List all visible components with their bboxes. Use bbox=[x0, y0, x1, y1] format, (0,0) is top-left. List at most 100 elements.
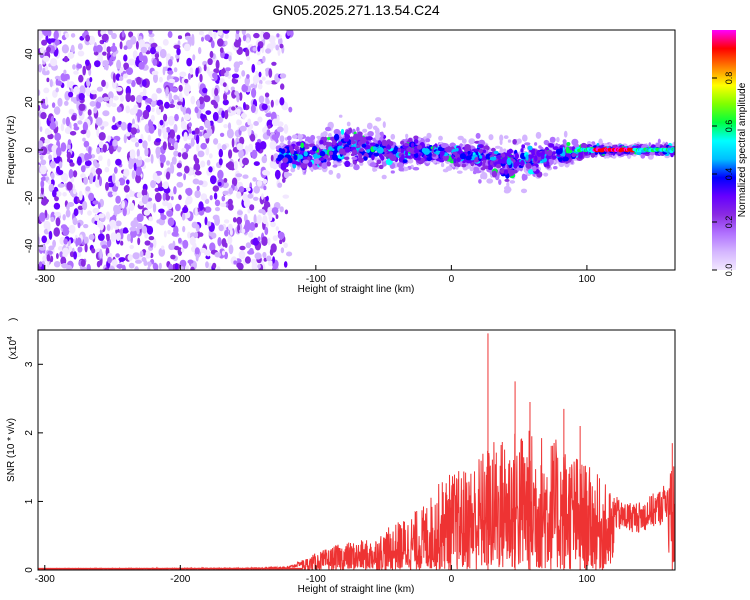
spectrogram-cell bbox=[58, 161, 63, 169]
spectrogram-cell bbox=[101, 33, 109, 42]
spectrogram-cell bbox=[168, 104, 176, 108]
spectrogram-cell bbox=[78, 103, 86, 111]
spectrogram-cell bbox=[43, 87, 50, 94]
spectrogram-cell bbox=[67, 51, 75, 59]
spectrogram-cell bbox=[204, 206, 212, 213]
spectrogram-cell bbox=[85, 59, 90, 66]
spectrogram-cell bbox=[181, 152, 189, 160]
figure-title: GN05.2025.271.13.54.C24 bbox=[272, 2, 440, 18]
spectrogram-cell bbox=[38, 30, 43, 39]
spectrogram-cell bbox=[221, 110, 225, 119]
spectrogram-cell bbox=[115, 205, 121, 215]
spectrogram-cell bbox=[113, 166, 118, 174]
spectrogram-cell bbox=[552, 151, 556, 155]
spectrogram-cell bbox=[351, 156, 358, 160]
spectrogram-cell bbox=[222, 99, 229, 106]
spectrogram-cell bbox=[489, 156, 497, 161]
spectrogram-cell bbox=[521, 144, 525, 149]
spectrogram-cell bbox=[502, 148, 507, 153]
spectrogram-cell bbox=[297, 154, 304, 160]
spectrogram-cell bbox=[174, 263, 179, 270]
spectrogram-cell bbox=[195, 206, 198, 217]
spectrogram-cell bbox=[353, 164, 360, 171]
spectrogram-cell bbox=[279, 43, 284, 49]
spectrogram-cell bbox=[282, 157, 289, 163]
spectrogram-cell bbox=[280, 247, 285, 254]
spectrogram-cell bbox=[167, 202, 173, 210]
spectrogram-cell bbox=[129, 191, 136, 197]
spectrogram-cell bbox=[318, 157, 325, 161]
spectrogram-cell bbox=[83, 140, 90, 148]
colorbar: 0.0 0.2 0.4 0.6 0.8 Normalized spectral ampl… bbox=[712, 30, 748, 276]
spectrogram-cell bbox=[40, 155, 44, 161]
spectrogram-cell bbox=[323, 136, 327, 142]
spectrogram-cell bbox=[116, 263, 124, 269]
spectrogram-cell bbox=[53, 107, 58, 114]
spectrogram-cell bbox=[276, 126, 284, 133]
spectrogram-cell bbox=[168, 92, 173, 103]
spectrogram-cell bbox=[167, 115, 175, 126]
spectrogram-cell bbox=[410, 142, 415, 148]
spectrogram-cell bbox=[116, 59, 122, 70]
spectrogram-cell bbox=[88, 146, 92, 156]
spectrogram-cell bbox=[563, 130, 568, 138]
spectrogram-cell bbox=[38, 105, 41, 111]
spectrogram-cell bbox=[484, 165, 489, 169]
spectrogram-cell bbox=[227, 198, 233, 206]
spectrogram-cell bbox=[76, 63, 83, 69]
spectrogram-cell bbox=[416, 144, 422, 150]
spectrogram-cell bbox=[84, 236, 89, 245]
spectrogram-cell bbox=[97, 233, 105, 241]
spectrogram-cell bbox=[468, 138, 476, 145]
spectrogram-cell bbox=[267, 124, 271, 129]
spectrogram-cell bbox=[131, 80, 136, 88]
spectrogram-cell bbox=[71, 114, 77, 121]
spectrogram-cell bbox=[214, 251, 221, 258]
spectrogram-cell bbox=[520, 159, 525, 167]
spectrogram-cell bbox=[158, 208, 165, 214]
spectrogram-cell bbox=[557, 157, 563, 161]
spectrogram-cell bbox=[455, 166, 459, 170]
spectrogram-cell bbox=[62, 247, 70, 256]
spectrogram-cell bbox=[270, 243, 277, 253]
spectrogram-cell bbox=[110, 45, 118, 52]
spectrogram-cell bbox=[376, 159, 382, 164]
spectrogram-cell bbox=[73, 86, 80, 95]
spectrogram-cell bbox=[135, 259, 142, 264]
spectrogram-cell bbox=[217, 38, 224, 47]
spectrogram-cell bbox=[68, 91, 74, 98]
spectrogram-cell bbox=[182, 239, 189, 249]
spectrogram-cell bbox=[38, 63, 43, 73]
spectrogram-cell bbox=[246, 55, 251, 61]
spectrogram-cell bbox=[125, 67, 134, 75]
spectrogram-cell bbox=[248, 143, 254, 153]
spectrogram-cell bbox=[115, 87, 123, 92]
spectrogram-cell bbox=[185, 211, 191, 219]
spectrogram-cell bbox=[147, 266, 151, 270]
spectrogram-cell bbox=[267, 237, 271, 246]
spectrogram-cell bbox=[534, 155, 538, 162]
spectrogram-cell bbox=[404, 150, 409, 157]
spectrogram-cell bbox=[206, 66, 210, 74]
spectrogram-cell bbox=[353, 133, 359, 141]
spectrogram-cell bbox=[252, 177, 257, 182]
spectrogram-cell bbox=[495, 145, 501, 149]
spectrogram-cell bbox=[143, 43, 150, 48]
spectrogram-cell bbox=[482, 159, 486, 164]
spectrogram-cell bbox=[303, 151, 308, 157]
x-tick-label: 100 bbox=[579, 274, 596, 285]
spectrogram-cell bbox=[272, 256, 275, 264]
spectrogram-cell bbox=[257, 45, 261, 52]
spectrogram-cell bbox=[444, 146, 451, 153]
spectrogram-cell bbox=[115, 232, 121, 241]
spectrogram-cell bbox=[195, 253, 199, 262]
spectrogram-cell bbox=[256, 214, 262, 224]
spectrogram-cell bbox=[190, 137, 195, 147]
spectrogram-cell bbox=[192, 54, 196, 61]
spectrogram-cell bbox=[282, 177, 286, 183]
spectrogram-cell bbox=[504, 185, 511, 191]
spectrogram-cell bbox=[183, 113, 191, 121]
spectrogram-cell bbox=[136, 76, 142, 85]
spectrogram-cell bbox=[107, 91, 114, 100]
spectrogram-cell bbox=[504, 178, 510, 182]
